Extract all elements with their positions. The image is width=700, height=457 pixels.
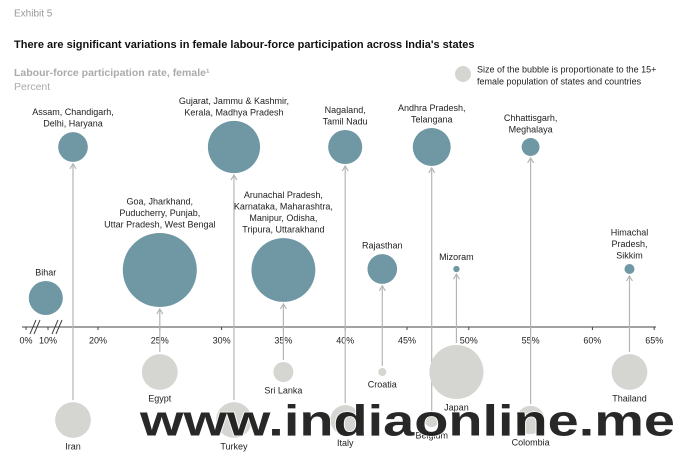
x-tick-label: 30% <box>213 335 231 345</box>
bubble-label: Bihar <box>35 267 56 277</box>
bubble <box>367 254 398 284</box>
arrowhead <box>452 272 460 280</box>
arrowhead <box>69 162 77 170</box>
bubble-label: Andhra Pradesh, <box>398 103 466 113</box>
bubble <box>251 238 316 302</box>
exhibit: Exhibit 5 <box>14 9 53 20</box>
bubble <box>28 280 63 316</box>
x-tick-label: 45% <box>398 335 416 345</box>
bubble <box>516 405 545 435</box>
bubble-label: Egypt <box>148 393 172 403</box>
x-tick-label: 10% <box>39 335 57 345</box>
bubble <box>429 344 484 400</box>
bubble <box>58 132 88 162</box>
x-tick-label: 50% <box>460 335 478 345</box>
arrowhead <box>341 164 349 172</box>
bubble-label: Japan <box>444 402 469 412</box>
bubble-label: Croatia <box>368 379 397 389</box>
bubble-label: Colombia <box>512 438 550 448</box>
bubble-label: Puducherry, Punjab, <box>119 208 200 218</box>
bubble-label: Nagaland, <box>325 105 366 115</box>
bubble <box>624 264 635 274</box>
bubble-label: Uttar Pradesh, West Bengal <box>104 219 215 229</box>
bubble-label: Chhattisgarh, <box>504 113 558 123</box>
bubble <box>424 412 439 428</box>
bubble-label: Thailand <box>612 393 647 403</box>
bubble-label: Sikkim <box>616 250 643 260</box>
bubble <box>122 232 197 308</box>
bubble-label: Turkey <box>220 441 248 451</box>
arrowhead <box>625 274 633 282</box>
x-tick-label: 60% <box>583 335 601 345</box>
arrowhead <box>378 284 386 292</box>
bubble-label: Telangana <box>411 114 453 124</box>
bubble-label: Kerala, Madhya Pradesh <box>184 107 283 117</box>
bubble <box>207 120 261 174</box>
bubble-label: Karnataka, Maharashtra, <box>234 201 333 211</box>
axis-break <box>29 319 63 335</box>
bubble-label: Gujarat, Jammu & Kashmir, <box>179 96 289 106</box>
bubble <box>378 368 387 376</box>
bubble-label: Iran <box>65 441 81 451</box>
bubble <box>141 354 178 390</box>
bubble <box>216 402 252 438</box>
legend-note: female population of states and countrie… <box>477 76 642 86</box>
arrowhead <box>428 166 436 174</box>
connectors <box>69 156 633 411</box>
bubble-label: Arunachal Pradesh, <box>244 190 323 200</box>
arrowhead <box>230 173 238 181</box>
bubble <box>453 265 460 273</box>
arrowhead <box>156 307 164 315</box>
x-tick-label: 20% <box>89 335 107 345</box>
x-tick-label: 65% <box>645 335 663 345</box>
watermark: www.indiaonline.me <box>139 397 675 446</box>
legend-bubble <box>455 66 471 82</box>
bubble-label: Rajasthan <box>362 241 403 251</box>
bubble <box>521 138 540 156</box>
bubble <box>412 128 451 166</box>
bubble <box>55 402 91 438</box>
bubble-label: Manipur, Odisha, <box>249 213 317 223</box>
arrowhead <box>279 302 287 310</box>
chart-title: There are significant variations in fema… <box>14 39 474 51</box>
bubble-label: Delhi, Haryana <box>43 119 103 129</box>
bubble-label: Italy <box>337 438 354 448</box>
bubble-label: Meghalaya <box>509 124 553 134</box>
bubble-label: Sri Lanka <box>264 385 302 395</box>
bubble <box>328 129 363 165</box>
bubble <box>330 405 361 435</box>
bubble-label: Assam, Chandigarh, <box>32 107 114 117</box>
legend-note: Size of the bubble is proportionate to t… <box>477 64 656 74</box>
bubble-label: Tamil Nadu <box>323 116 368 126</box>
bubble-label: Goa, Jharkhand, <box>127 196 194 206</box>
bubble <box>273 362 294 382</box>
bubble-label: Mizoram <box>439 252 474 262</box>
bubble-label: Belgium <box>415 430 448 440</box>
bubble <box>611 354 648 390</box>
x-tick-label: 0% <box>19 335 32 345</box>
bubble-label: Pradesh, <box>611 239 647 249</box>
bubble-label: Tripura, Uttarakhand <box>242 224 324 234</box>
bubble-label: Himachal <box>611 227 649 237</box>
axis-unit: Percent <box>14 81 50 93</box>
axis-title: Labour-force participation rate, female¹ <box>14 67 210 79</box>
arrowhead <box>527 156 535 164</box>
